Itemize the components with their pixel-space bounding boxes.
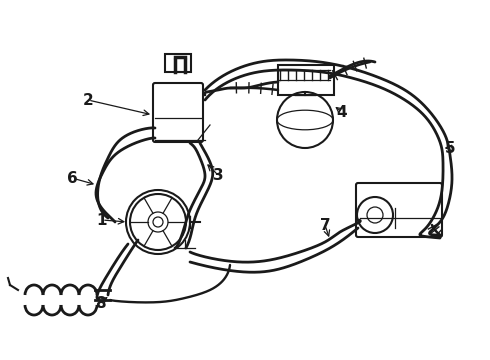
Bar [278, 65, 334, 95]
Bar [165, 54, 191, 72]
Text: 5: 5 [445, 140, 455, 156]
Text: 7: 7 [319, 217, 330, 233]
Text: 6: 6 [67, 171, 77, 185]
Text: 4: 4 [337, 104, 347, 120]
Text: 8: 8 [95, 296, 105, 310]
Text: 1: 1 [97, 212, 107, 228]
Text: 2: 2 [83, 93, 94, 108]
Text: 3: 3 [213, 167, 223, 183]
